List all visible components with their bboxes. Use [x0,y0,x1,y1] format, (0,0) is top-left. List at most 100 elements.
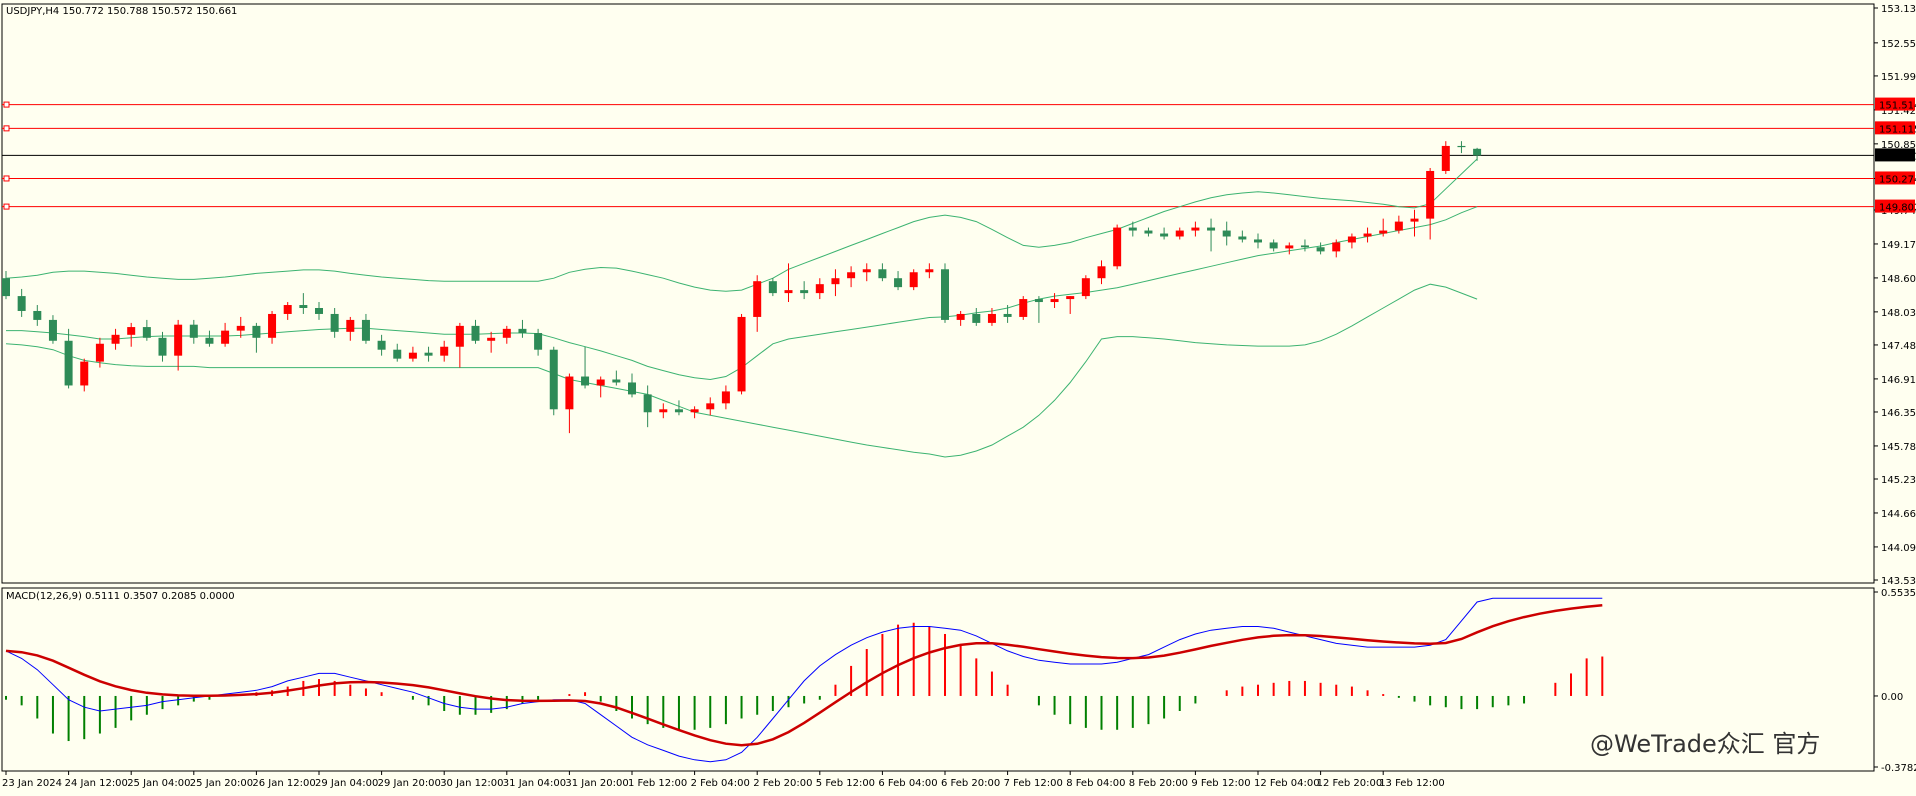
candle-up [502,328,511,338]
candle-down [315,308,323,314]
candle-up [283,305,292,314]
candle-up [784,290,793,294]
price-level-label: 151.115 [1879,124,1916,135]
candle-up [408,352,417,359]
candle-down [1160,233,1169,237]
candle-down [361,319,370,341]
candle-up [95,343,104,362]
time-axis-label: 5 Feb 12:00 [816,778,875,789]
candle-down [33,310,42,320]
candle-up [174,324,183,356]
candle-down [48,319,57,341]
candle-up [721,391,730,404]
candle-down [612,379,621,383]
time-axis-label: 31 Jan 04:00 [503,778,566,789]
candle-up [737,316,746,392]
time-axis-label: 23 Jan 2024 [2,778,62,789]
price-axis-label: 146.910 [1881,375,1916,386]
price-symbol-label: USDJPY,H4 150.772 150.788 150.572 150.66… [6,6,237,17]
price-axis-label: 145.230 [1881,475,1916,486]
candle-down [1003,313,1012,317]
candle-down [299,305,308,309]
candle-up [1175,230,1184,237]
time-axis-label: 8 Feb 04:00 [1066,778,1125,789]
candle-up [1191,227,1200,231]
candle-down [158,337,167,356]
price-axis-label: 145.785 [1881,442,1916,453]
time-axis-label: 12 Feb 04:00 [1254,778,1320,789]
price-level-tag [1875,121,1915,135]
candle-down [1207,227,1216,231]
candle-up [1066,296,1075,300]
time-axis-label: 31 Jan 20:00 [565,778,628,789]
candle-down [1269,242,1278,249]
candle-down [471,325,480,341]
price-axis-label: 147.480 [1881,341,1916,352]
time-axis-label: 29 Jan 20:00 [378,778,441,789]
macd-indicator-label: MACD(12,26,9) 0.5111 0.3507 0.2085 0.000… [6,591,235,602]
candle-down [1034,299,1043,303]
candle-up [268,313,277,338]
candle-up [111,334,120,344]
time-axis-label: 6 Feb 04:00 [878,778,937,789]
price-axis-label: 148.035 [1881,308,1916,319]
candle-up [1410,218,1419,222]
candle-down [768,281,777,294]
price-level-handle[interactable] [3,101,10,108]
price-level-tag [1875,97,1915,111]
macd-signal-line [5,604,1603,747]
candle-down [1128,227,1137,231]
price-axis-label: 149.175 [1881,240,1916,251]
macd-axis-label: -0.3782 [1881,763,1916,774]
candle-up [956,313,965,320]
candle-up [1394,221,1403,231]
price-axis-label: 151.425 [1881,106,1916,117]
candle-up [1113,227,1122,267]
price-level-handle[interactable] [3,175,10,182]
time-axis-label: 25 Jan 20:00 [190,778,253,789]
candle-up [706,403,715,410]
time-axis-label: 12 Feb 20:00 [1317,778,1383,789]
candle-down [549,349,558,410]
price-level-handle[interactable] [3,203,10,210]
candle-up [80,361,89,386]
candle-up [909,272,918,288]
macd-axis-label: 0.00 [1881,692,1903,703]
candle-down [424,352,433,356]
candle-down [674,409,683,413]
time-axis-label: 2 Feb 20:00 [753,778,812,789]
candle-down [643,394,652,413]
candle-down [330,313,339,332]
bollinger-upper-band [5,158,1478,292]
price-level-label: 149.802 [1879,203,1916,214]
bollinger-lower-band [5,283,1478,458]
candle-up [753,281,762,317]
price-level-tag [1875,171,1915,185]
candle-up [1426,170,1435,219]
candle-down [1144,230,1153,234]
time-axis-label: 29 Jan 04:00 [315,778,378,789]
time-axis-label: 7 Feb 12:00 [1004,778,1063,789]
candle-up [1379,230,1388,234]
candle-up [1332,242,1341,252]
candle-down [800,290,809,294]
candle-up [127,327,136,335]
candle-up [565,376,574,410]
candle-down [534,333,543,350]
candle-up [690,409,699,413]
price-level-handle[interactable] [3,125,10,132]
price-axis-label: 148.605 [1881,274,1916,285]
candle-down [972,313,981,323]
candle-down [142,327,151,338]
candle-down [1238,236,1247,240]
candle-down [1222,230,1231,237]
candle-up [987,313,996,323]
candle-up [596,379,605,386]
candle-up [847,272,856,279]
candle-down [252,325,261,338]
candle-up [1285,245,1294,249]
price-axis-label: 151.995 [1881,72,1916,83]
candle-down [1300,245,1309,248]
candle-up [221,330,230,344]
